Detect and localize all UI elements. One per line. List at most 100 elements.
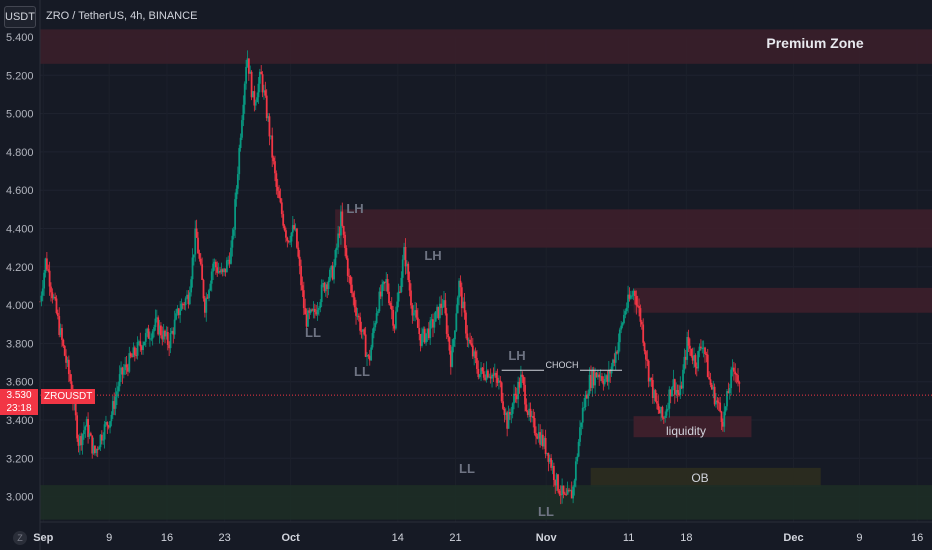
candle-body [313, 308, 316, 312]
candle-down [121, 366, 124, 384]
candle-down [568, 488, 570, 493]
candle-body [415, 310, 418, 318]
candle-body [705, 353, 708, 355]
y-tick-label: 4.800 [6, 147, 34, 159]
candle-down [305, 308, 308, 336]
candle-down [247, 58, 250, 81]
candle-down [465, 310, 467, 339]
candle-down [106, 421, 109, 434]
quote-currency-button[interactable]: USDT [4, 6, 36, 28]
candle-up [361, 329, 364, 340]
candle-up [316, 301, 319, 321]
candle-body [335, 247, 338, 250]
candle-body [117, 386, 120, 392]
candle-up [686, 331, 689, 365]
candle-down [643, 341, 646, 355]
candle-body [664, 415, 667, 418]
candle-body [706, 354, 709, 378]
timezone-badge[interactable]: Z [13, 531, 27, 545]
candle-body [311, 309, 313, 311]
candle-down [410, 283, 412, 309]
candle-down [499, 376, 502, 388]
candle-down [691, 347, 694, 365]
candle-up [176, 305, 179, 316]
candle-body [212, 263, 215, 272]
candle-body [84, 426, 87, 431]
x-tick-label: 16 [161, 532, 173, 544]
candle-body [319, 302, 322, 309]
candle-up [132, 342, 135, 358]
y-axis[interactable]: 3.000 3.200 3.400 3.600 3.800 4.000 4.200 4.400… [6, 0, 932, 550]
candle-down [448, 336, 451, 355]
candle-body [383, 281, 386, 283]
candle-down [250, 70, 253, 101]
candle-body [634, 291, 636, 297]
candle-body [199, 258, 202, 265]
candle-down [393, 324, 396, 334]
candle-body [574, 461, 577, 481]
candle-body [485, 370, 488, 380]
candle-body [421, 333, 423, 346]
candle-down [100, 430, 103, 445]
candle-body [125, 364, 128, 368]
candle-body [530, 416, 533, 418]
candle-body [612, 359, 614, 367]
candle-body [543, 438, 546, 447]
candle-up [620, 321, 623, 334]
candle-body [513, 393, 515, 404]
candle-body [473, 351, 476, 357]
x-axis[interactable]: Sep 9 16 23 Oct 14 21 Nov 11 18 Dec 9 16 [33, 532, 923, 544]
candle-up [128, 346, 131, 374]
candle-body [131, 356, 133, 358]
candle-down [713, 383, 716, 407]
candle-body [511, 403, 514, 414]
candle-body [579, 427, 581, 442]
candle-down [721, 418, 724, 432]
candle-down [338, 226, 341, 239]
candle-down [302, 281, 305, 316]
candle-body [388, 291, 390, 304]
candle-body [628, 294, 631, 299]
candle-body [231, 235, 234, 248]
candle-down [466, 325, 469, 348]
candle-body [47, 269, 50, 271]
candle-body [518, 381, 521, 388]
candle-down [388, 283, 390, 306]
y-tick-label: 4.400 [6, 224, 34, 236]
candle-up [179, 300, 182, 323]
candle-body [297, 247, 300, 257]
candle-body [730, 369, 733, 389]
candle-up [394, 306, 397, 331]
candle-up [493, 363, 496, 378]
candle-down [727, 382, 730, 394]
candle-up [84, 425, 87, 438]
candle-down [389, 301, 392, 309]
candle-up [242, 95, 245, 127]
candle-down [264, 81, 267, 98]
candle-down [639, 304, 642, 327]
candle-down [482, 363, 485, 381]
candle-body [160, 325, 162, 336]
candle-body [263, 90, 265, 93]
candle-down [735, 373, 738, 384]
candle-body [649, 377, 651, 382]
candle-body [290, 232, 293, 242]
candle-body [423, 328, 426, 343]
candle-down [638, 298, 640, 317]
candle-down [253, 85, 256, 112]
candle-body [577, 441, 580, 457]
candle-body [63, 345, 66, 356]
candle-down [646, 350, 649, 367]
candle-down [636, 295, 639, 308]
candle-body [247, 58, 250, 74]
candle-body [658, 409, 661, 414]
candle-up [162, 323, 165, 343]
candle-up [381, 279, 384, 306]
candle-down [91, 435, 94, 459]
candle-up [436, 304, 438, 319]
candle-body [704, 347, 706, 354]
candle-body [410, 290, 412, 306]
candle-body [469, 339, 471, 344]
candle-body [519, 374, 522, 388]
